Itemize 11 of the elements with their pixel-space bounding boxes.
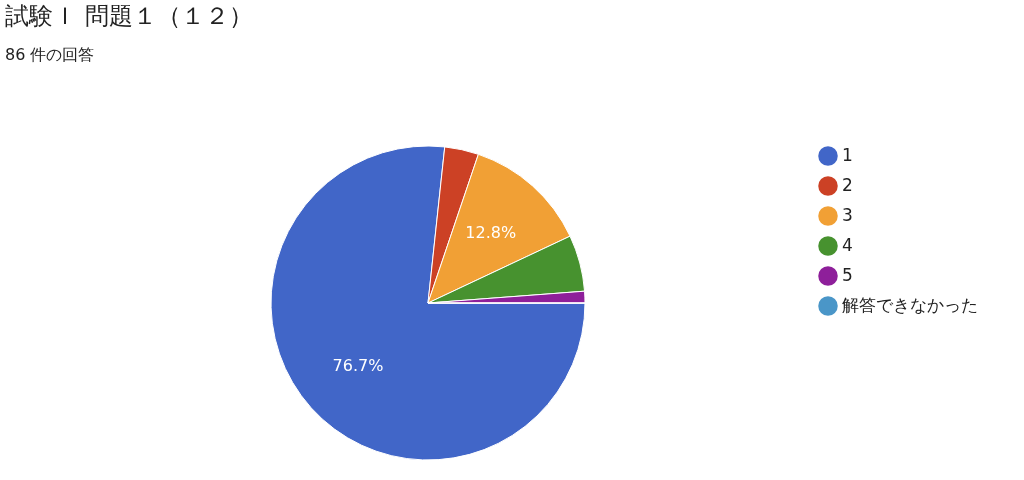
legend-label: 5 (842, 265, 853, 285)
data-label: 76.7% (332, 355, 384, 375)
legend-label: 4 (842, 235, 853, 255)
legend-label: 3 (842, 205, 853, 225)
legend-label: 解答できなかった (842, 295, 978, 315)
pie-slice (270, 145, 586, 461)
text: 86 件の回答 (5, 45, 95, 64)
legend-label: 1 (842, 145, 853, 165)
chart-title: 試験Ｉ 問題１（１２） (5, 2, 253, 30)
legend-label: 2 (842, 175, 853, 195)
data-label: 12.8% (465, 222, 517, 242)
